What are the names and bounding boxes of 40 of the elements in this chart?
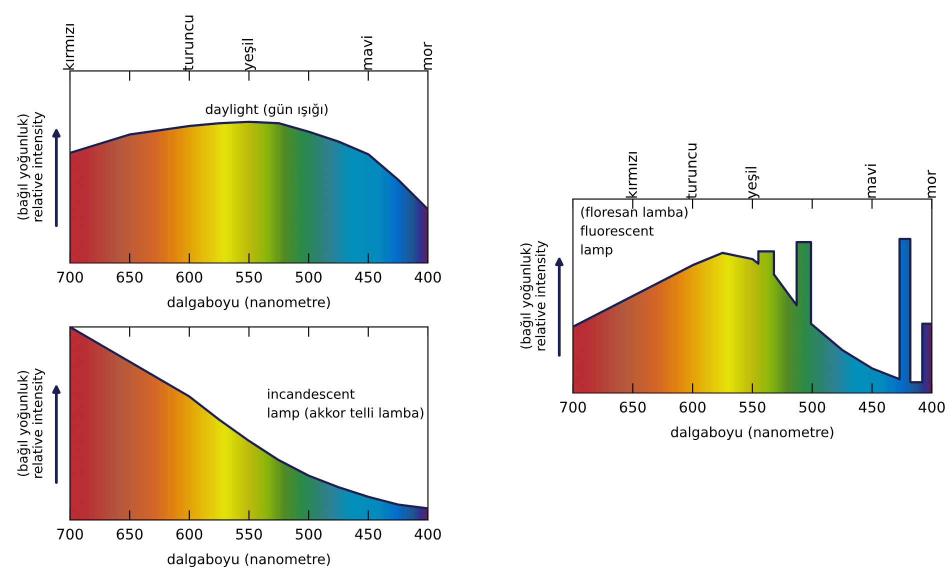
x-tick-label: 400 [414,272,441,283]
text: yeşil [745,167,760,199]
x-tick-label: 700 [57,528,83,540]
x-tick-label: 550 [740,402,766,413]
x-tick-label: 500 [296,528,322,540]
text: mavi [864,164,876,198]
x-tick-label: 400 [918,402,945,413]
x-tick-label: 550 [236,528,262,540]
x-tick-label: 700 [57,272,83,283]
x-tick-label: 600 [176,272,202,283]
x-axis-title: dalgaboyu (nanometre) [671,426,834,440]
x-tick-label: 450 [355,272,382,283]
x-tick-label: 600 [680,402,706,413]
annotation: incandescent lamp (akkor telli lamba) [268,388,424,420]
text: turuncu [686,144,697,199]
text: mor [928,170,936,198]
x-tick-label: 500 [799,402,826,413]
x-tick-label: 600 [176,528,202,540]
x-axis-title: dalgaboyu (nanometre) [168,296,330,310]
x-tick-label: 450 [355,528,382,540]
x-tick-label: 400 [414,528,441,540]
x-tick-label: 650 [116,528,143,540]
x-tick-label: 650 [620,402,646,413]
y-axis-title: (bağıl yoğunluk) relative intensity [520,240,548,350]
text: kırmızı [626,152,637,198]
text: turuncu [182,16,194,71]
text: kırmızı [62,24,74,70]
text: mor [424,42,432,70]
x-tick-label: 500 [296,272,322,283]
annotation: (floresan lamba) fluorescent lamp [580,206,688,258]
x-axis-title: dalgaboyu (nanometre) [168,554,330,567]
y-axis-title: (bağıl yoğunluk) relative intensity [17,368,45,478]
x-tick-label: 700 [560,402,586,413]
text: daylight (gün ışığı) [206,104,328,117]
x-tick-label: 450 [858,402,885,413]
text: yeşil [242,39,256,71]
x-tick-label: 550 [236,272,262,283]
text: mavi [361,36,372,70]
y-axis-title: (bağıl yoğunluk) relative intensity [17,112,45,222]
x-tick-label: 650 [116,272,143,283]
